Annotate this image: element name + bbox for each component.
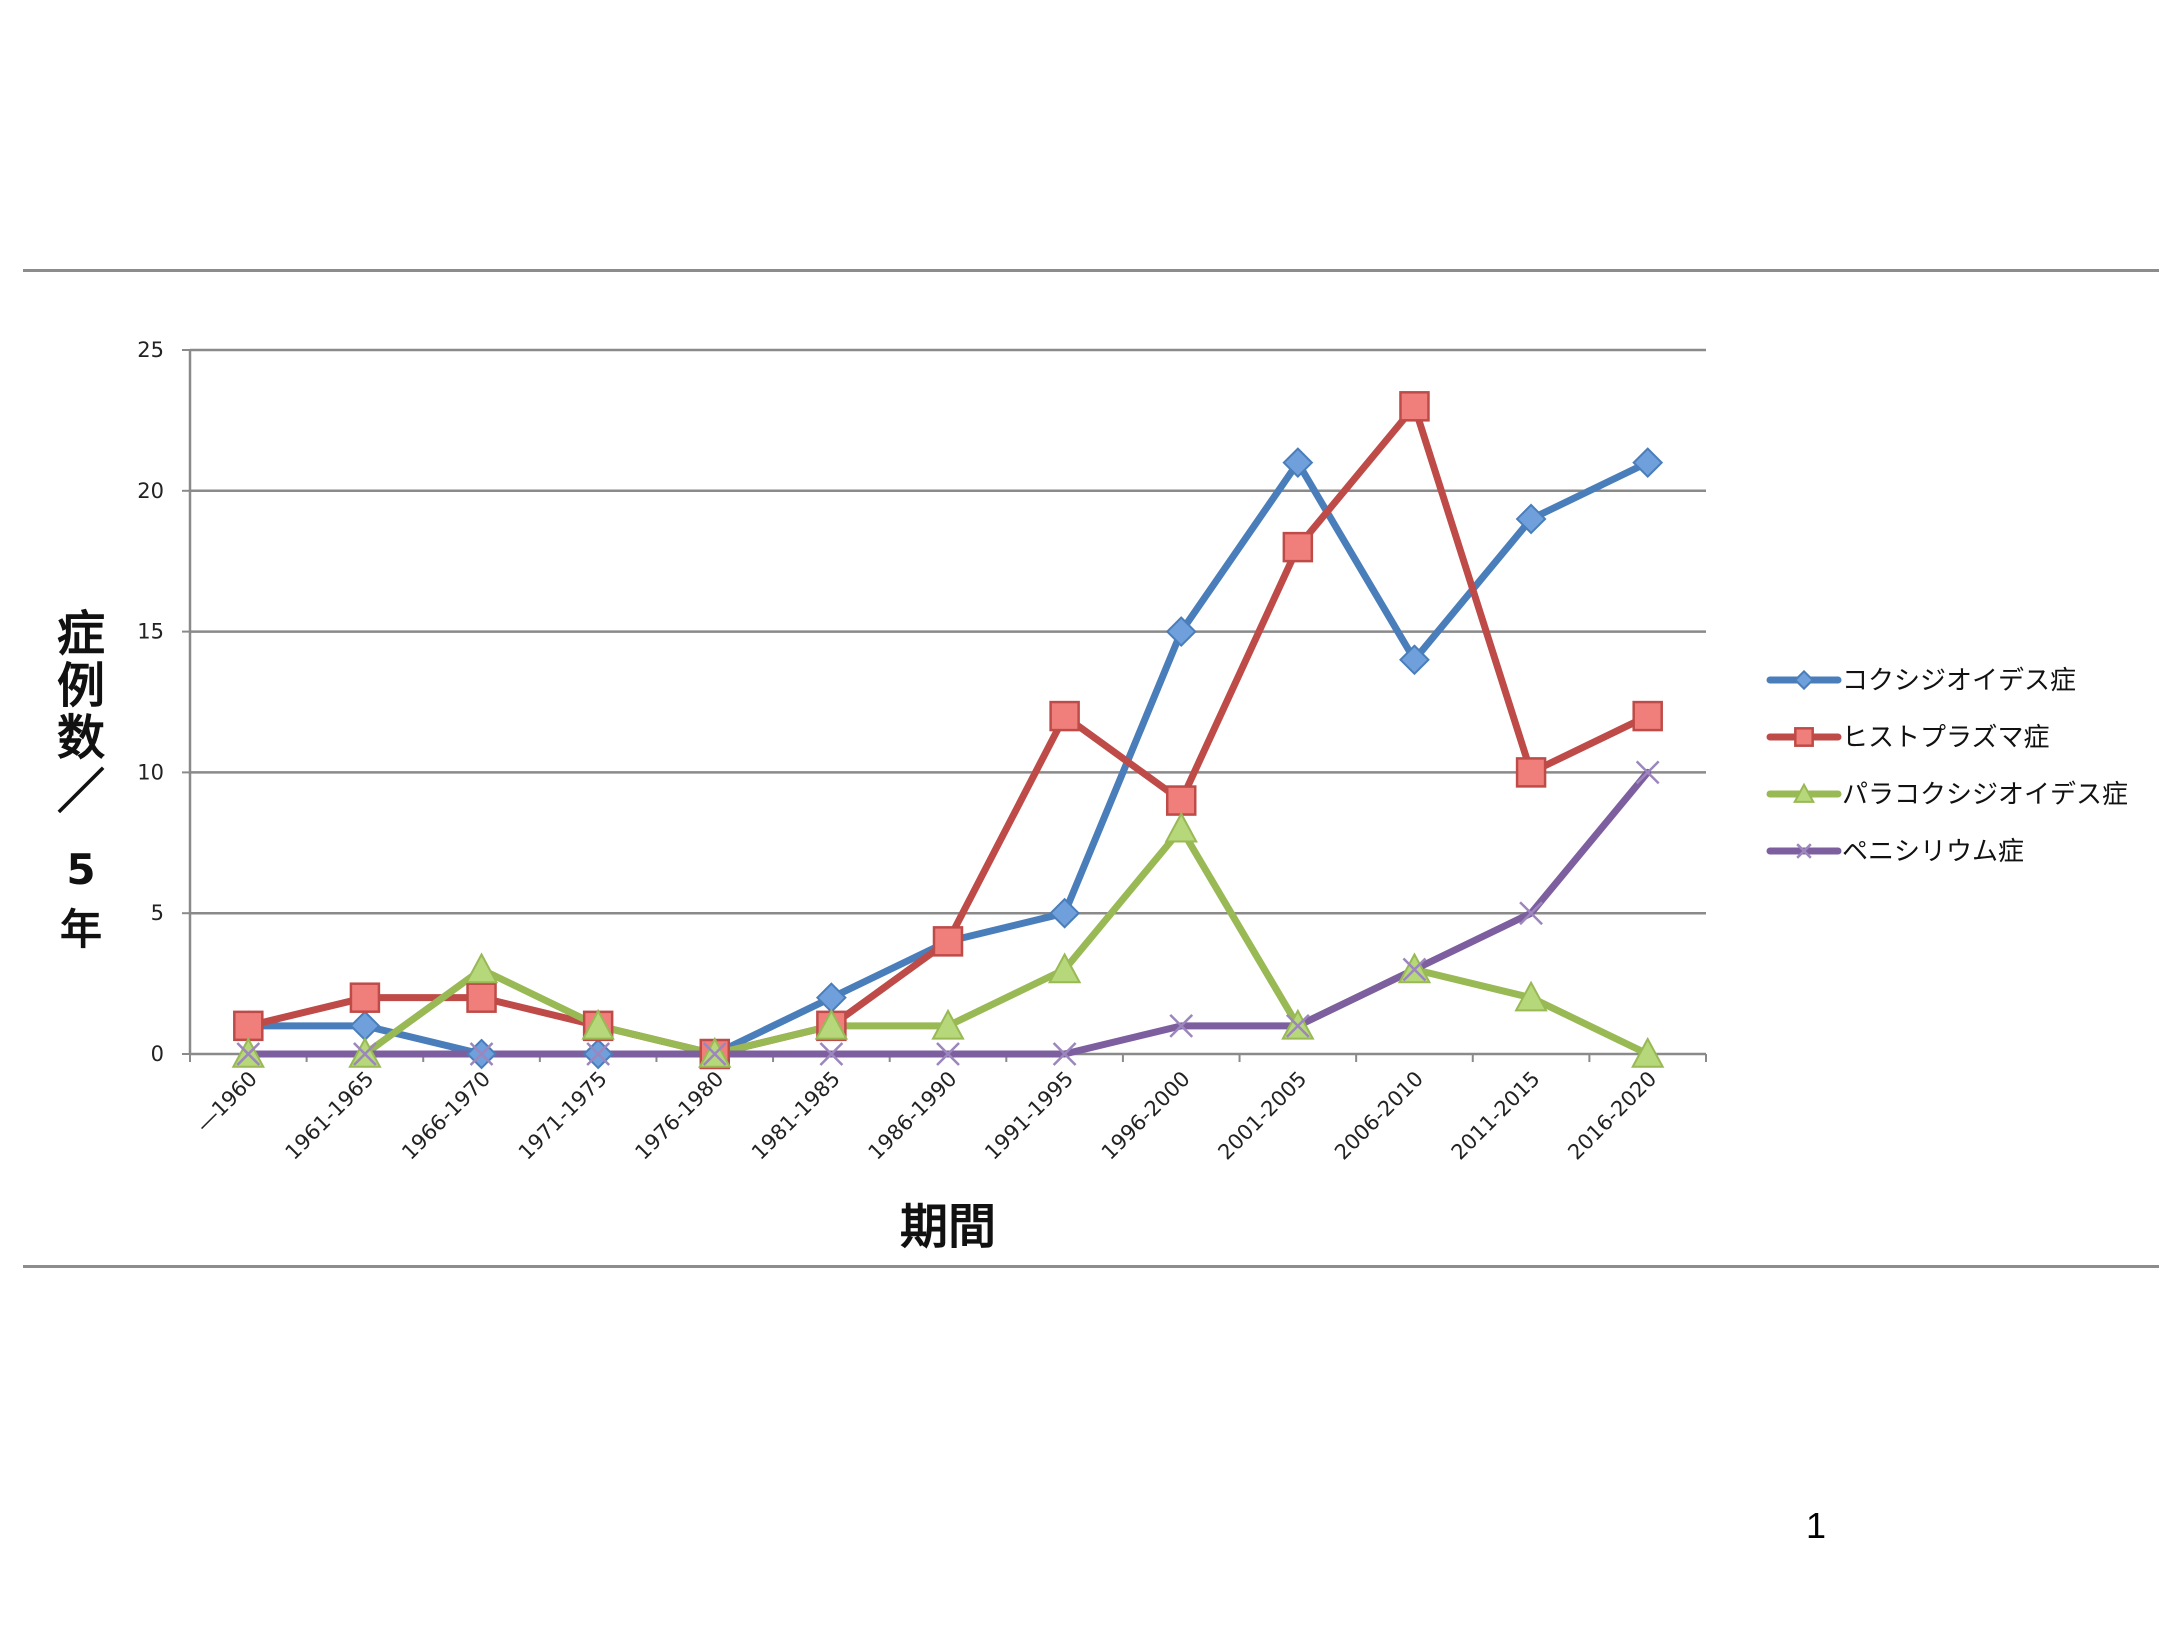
x-tick-label: 2011-2015 (1447, 1067, 1545, 1165)
data-point-series-1 (815, 982, 847, 1014)
data-point-series-1 (1632, 447, 1664, 479)
data-point-series-3 (1164, 811, 1198, 843)
data-point-series-2 (1632, 700, 1663, 732)
data-point-series-2 (1282, 531, 1314, 563)
x-tick-label: 1986-1990 (864, 1067, 962, 1165)
y-axis-title-char: 例 (57, 658, 105, 714)
data-point-series-3 (814, 1008, 849, 1040)
data-point-series-4 (586, 1042, 611, 1066)
legend-item-2: ヒストプラズマ症 (1766, 723, 2049, 753)
x-tick-label: 1976-1980 (630, 1067, 728, 1165)
data-point-series-4 (1519, 901, 1543, 926)
data-point-series-3 (581, 1008, 615, 1040)
data-point-series-3 (1514, 980, 1548, 1012)
data-point-series-3 (931, 1008, 965, 1040)
data-point-series-4 (469, 1042, 494, 1066)
y-axis-title-char: 数 (57, 710, 105, 766)
data-point-series-4 (1052, 1042, 1077, 1066)
data-point-series-1 (1399, 644, 1430, 676)
axes (182, 349, 1707, 1062)
x-tick-label: 1966-1970 (397, 1067, 495, 1165)
data-point-series-2 (1515, 757, 1547, 788)
data-point-series-2 (1049, 700, 1080, 732)
bottom-divider (23, 1265, 2159, 1268)
legend-label: コクシジオイデス症 (1842, 666, 2076, 696)
data-point-series-2 (233, 1010, 264, 1042)
data-point-series-2 (932, 926, 964, 957)
x-tick-label: 2001-2005 (1213, 1067, 1311, 1165)
data-point-series-4 (819, 1042, 844, 1066)
data-point-series-4 (702, 1042, 727, 1066)
legend-marker (1793, 669, 1815, 691)
legend-label: ヒストプラズマ症 (1842, 723, 2049, 753)
legend-item-3: パラコクシジオイデス症 (1766, 780, 2128, 810)
data-point-series-2 (466, 982, 497, 1013)
y-tick-label: 25 (137, 338, 164, 362)
data-point-series-4 (1402, 957, 1427, 982)
y-tick-label: 0 (151, 1042, 164, 1066)
data-point-series-4 (1285, 1013, 1310, 1038)
x-axis-title: 期間 (900, 1199, 996, 1255)
data-point-series-1 (349, 1010, 381, 1042)
x-tick-label: 1981-1985 (747, 1067, 845, 1165)
data-point-series-1 (1049, 897, 1081, 929)
legend-label: パラコクシジオイデス症 (1842, 780, 2128, 810)
top-divider (23, 269, 2159, 272)
y-axis-title-char: 年 (60, 905, 102, 954)
x-tick-label: 1996-2000 (1097, 1067, 1195, 1165)
data-point-series-1 (1515, 503, 1547, 535)
axis-titles: 期間 症例数／ 5 年 (57, 606, 996, 1255)
page-number: 1 (1806, 1505, 1827, 1546)
legend-label: ペニシリウム症 (1842, 837, 2024, 867)
y-tick-label: 20 (137, 479, 164, 503)
legend-marker (1793, 782, 1815, 803)
data-point-series-1 (1282, 447, 1314, 479)
y-tick-label: 15 (137, 620, 164, 644)
legend-marker (1796, 843, 1812, 859)
data-point-series-1 (1165, 616, 1197, 648)
data-point-series-2 (1399, 391, 1430, 422)
data-point-series-4 (1635, 760, 1660, 785)
data-point-series-3 (1631, 1036, 1665, 1068)
legend-item-4: ペニシリウム症 (1766, 837, 2024, 867)
data-point-series-4 (353, 1042, 377, 1066)
data-point-series-2 (1165, 785, 1197, 816)
legend-marker (1794, 727, 1814, 747)
data-point-series-4 (236, 1042, 261, 1066)
series-lines (244, 402, 1652, 1058)
y-tick-label: 10 (137, 760, 164, 784)
x-tick-label: 1971-1975 (514, 1067, 612, 1165)
x-tick-label: 2016-2020 (1563, 1067, 1661, 1165)
legend-item-1: コクシジオイデス症 (1766, 666, 2076, 696)
x-tick-label: ―1960 (192, 1067, 262, 1137)
series-line-1 (244, 459, 1652, 1058)
y-axis-title-char: ／ (57, 764, 105, 820)
series-markers (231, 391, 1665, 1070)
data-point-series-3 (1047, 952, 1082, 984)
x-tick-label: 1961-1965 (281, 1067, 379, 1165)
data-point-series-2 (349, 982, 381, 1013)
x-tick-label: 2006-2010 (1330, 1067, 1428, 1165)
x-tick-label: 1991-1995 (980, 1067, 1078, 1165)
data-point-series-4 (1169, 1013, 1194, 1038)
y-axis-title-char: 5 (66, 845, 95, 894)
data-point-series-3 (464, 952, 499, 984)
y-tick-label: 5 (151, 901, 164, 925)
data-point-series-4 (936, 1042, 960, 1066)
y-axis-title-char: 症 (57, 606, 105, 662)
